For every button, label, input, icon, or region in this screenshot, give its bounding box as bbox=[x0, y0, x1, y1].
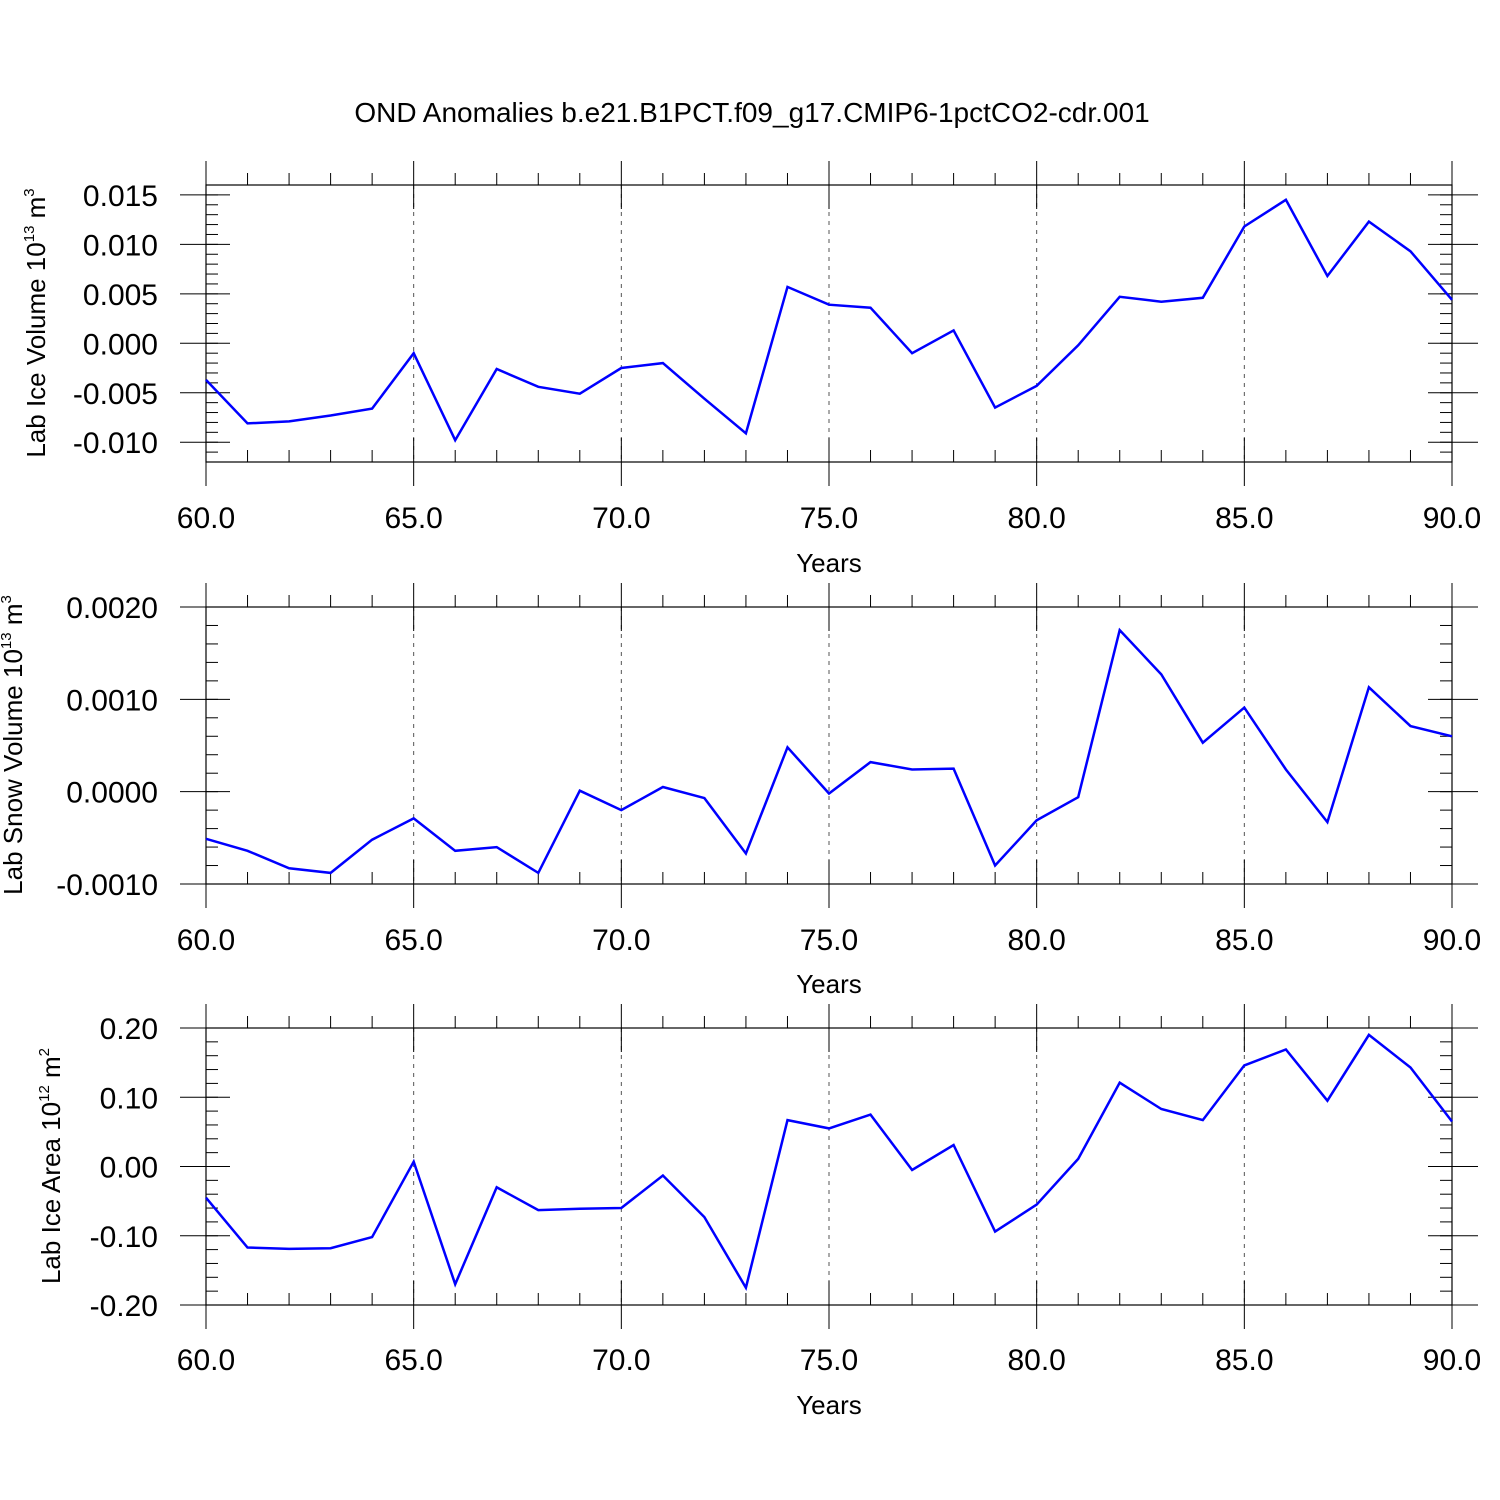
x-tick-label: 90.0 bbox=[1423, 502, 1481, 535]
y-tick-label: 0.20 bbox=[100, 1013, 158, 1046]
y-axis-title-superscript: 3 bbox=[0, 595, 15, 603]
x-tick-label: 65.0 bbox=[384, 502, 442, 535]
y-axis-title-superscript: 12 bbox=[36, 1085, 53, 1102]
y-tick-label: 0.015 bbox=[83, 180, 158, 213]
y-axis-title-text: Lab Snow Volume 10 bbox=[0, 649, 28, 895]
y-tick-label: 0.010 bbox=[83, 229, 158, 262]
x-tick-label: 80.0 bbox=[1007, 1344, 1065, 1377]
x-tick-label: 75.0 bbox=[800, 502, 858, 535]
y-tick-label: 0.00 bbox=[100, 1152, 158, 1185]
plot-frame bbox=[205, 1027, 1453, 1306]
x-tick-label: 90.0 bbox=[1423, 924, 1481, 957]
x-tick-label: 60.0 bbox=[177, 502, 235, 535]
y-axis-title-superscript: 13 bbox=[21, 226, 38, 243]
y-tick-label: -0.0010 bbox=[56, 869, 158, 902]
x-axis-title: Years bbox=[796, 1390, 862, 1420]
y-axis-title: Lab Ice Volume 1013 m3 bbox=[21, 188, 51, 457]
panel-1: 0.015 0.010 0.005 0.000 -0.005 -0.010 60.0 65.0… bbox=[21, 161, 1481, 578]
x-tick-label: 80.0 bbox=[1007, 924, 1065, 957]
x-tick-label: 85.0 bbox=[1215, 502, 1273, 535]
x-tick-label: 65.0 bbox=[384, 1344, 442, 1377]
y-axis-title-text: m bbox=[21, 197, 51, 226]
y-tick-label: 0.0000 bbox=[66, 777, 158, 810]
x-tick-label: 70.0 bbox=[592, 924, 650, 957]
y-tick-label: -0.005 bbox=[73, 378, 158, 411]
y-axis-title-text: Lab Ice Volume 10 bbox=[21, 242, 51, 457]
x-tick-label: 60.0 bbox=[177, 1344, 235, 1377]
y-tick-label: 0.10 bbox=[100, 1082, 158, 1115]
panel-2: 0.0020 0.0010 0.0000 -0.0010 60.0 65.0 70.0 75.… bbox=[0, 583, 1481, 999]
x-tick-label: 90.0 bbox=[1423, 1344, 1481, 1377]
plot-frame bbox=[205, 606, 1453, 885]
y-axis-title: Lab Snow Volume 1013 m3 bbox=[0, 595, 28, 895]
y-axis-title-superscript: 13 bbox=[0, 632, 15, 649]
series-line bbox=[205, 627, 1453, 875]
plot-frame bbox=[205, 184, 1453, 463]
x-tick-label: 80.0 bbox=[1007, 502, 1065, 535]
x-axis-title: Years bbox=[796, 548, 862, 578]
x-tick-label: 75.0 bbox=[800, 924, 858, 957]
x-tick-label: 85.0 bbox=[1215, 1344, 1273, 1377]
y-axis-title-text: m bbox=[36, 1056, 66, 1085]
x-tick-label: 65.0 bbox=[384, 924, 442, 957]
y-tick-label: -0.20 bbox=[90, 1290, 158, 1323]
x-tick-label: 70.0 bbox=[592, 502, 650, 535]
panels: 0.015 0.010 0.005 0.000 -0.005 -0.010 60.0 65.0… bbox=[0, 161, 1481, 1420]
x-tick-label: 75.0 bbox=[800, 1344, 858, 1377]
x-tick-label: 85.0 bbox=[1215, 924, 1273, 957]
series-line bbox=[205, 198, 1453, 443]
y-axis-title-superscript: 3 bbox=[21, 188, 38, 196]
panel-3: 0.20 0.10 0.00 -0.10 -0.20 60.0 65.0 70.0 75.0 80… bbox=[36, 1004, 1481, 1420]
y-tick-label: 0.0010 bbox=[66, 684, 158, 717]
y-axis-title: Lab Ice Area 1012 m2 bbox=[36, 1048, 66, 1284]
x-tick-label: 60.0 bbox=[177, 924, 235, 957]
y-axis-title-text: m bbox=[0, 604, 28, 633]
y-tick-label: 0.000 bbox=[83, 328, 158, 361]
x-tick-label: 70.0 bbox=[592, 1344, 650, 1377]
y-axis-title-text: Lab Ice Area 10 bbox=[36, 1102, 66, 1284]
chart-title: OND Anomalies b.e21.B1PCT.f09_g17.CMIP6-… bbox=[354, 97, 1149, 128]
y-axis-title-superscript: 2 bbox=[36, 1048, 53, 1056]
y-tick-label: 0.005 bbox=[83, 279, 158, 312]
y-tick-label: -0.10 bbox=[90, 1221, 158, 1254]
x-axis-title: Years bbox=[796, 969, 862, 999]
y-tick-label: 0.0020 bbox=[66, 592, 158, 625]
y-tick-label: -0.010 bbox=[73, 427, 158, 460]
series-line bbox=[205, 1033, 1453, 1291]
